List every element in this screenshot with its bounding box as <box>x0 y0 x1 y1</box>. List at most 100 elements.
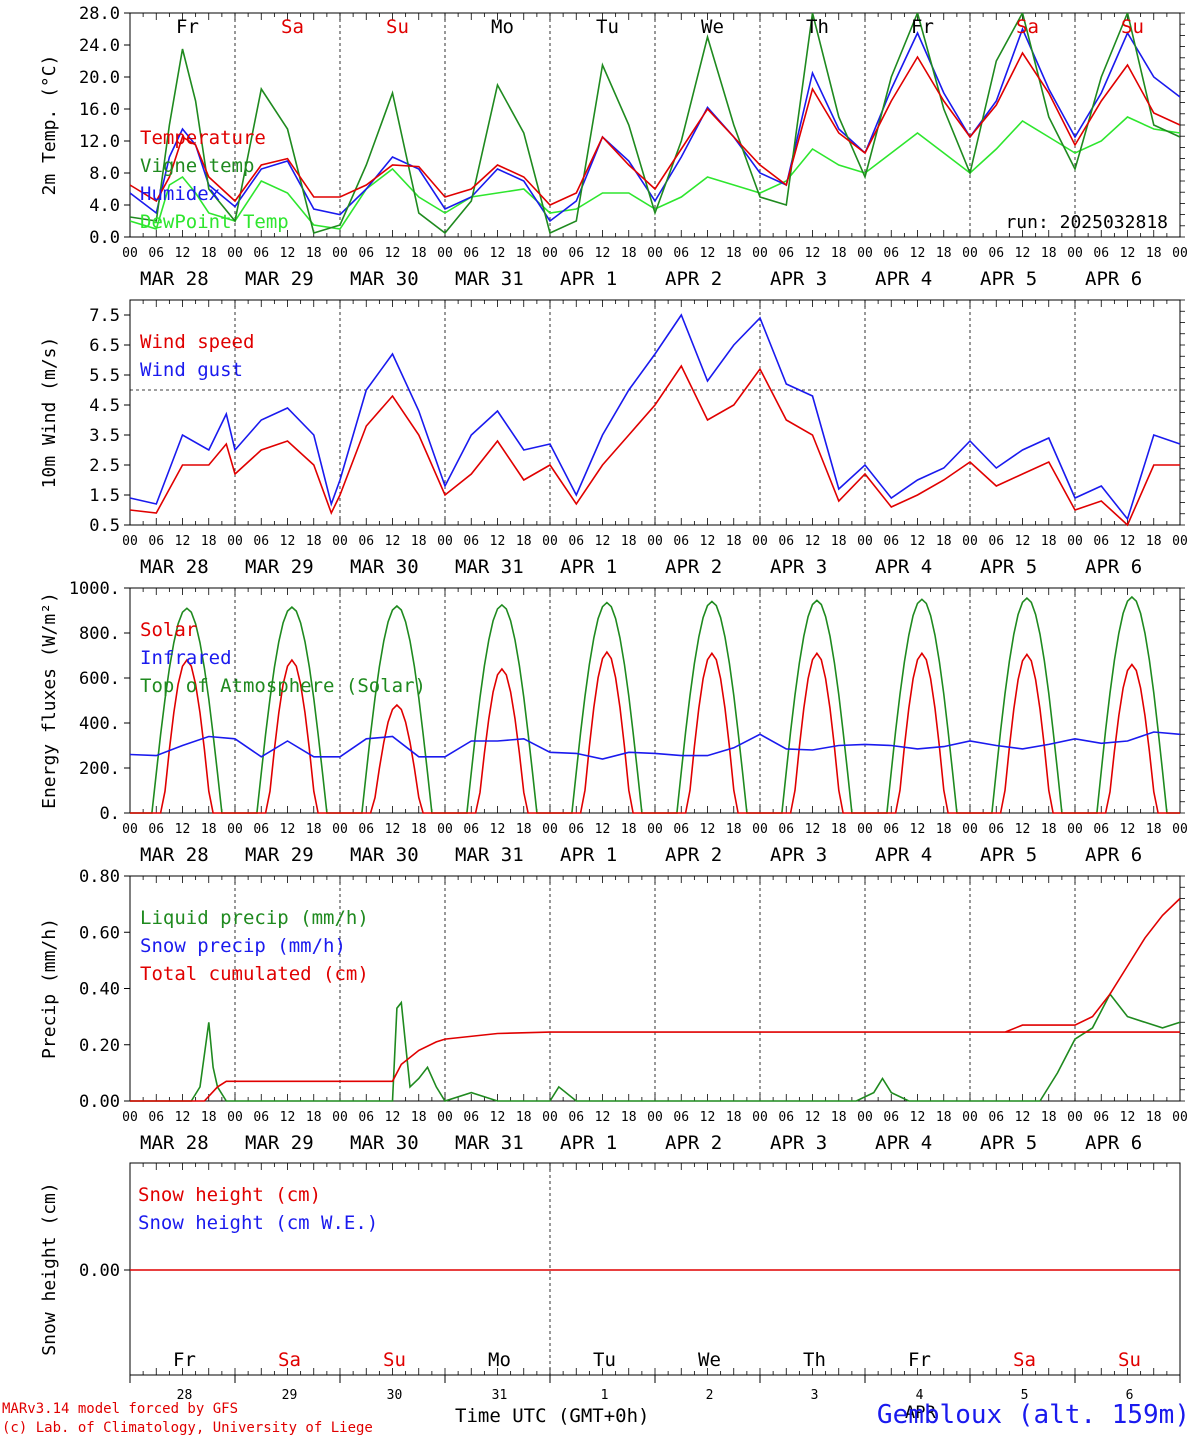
legend-dewpoint-temp: DewPoint Temp <box>140 211 289 233</box>
station-label: Gembloux (alt. 159m) <box>876 1400 1190 1430</box>
date-label: APR 2 <box>665 844 722 866</box>
hour-tick-label: 06 <box>883 822 899 837</box>
y-tick-label: 2.5 <box>89 456 120 476</box>
date-label: APR 4 <box>875 1132 932 1154</box>
hour-tick-label: 00 <box>122 534 138 549</box>
y-tick-label: 400. <box>79 714 120 734</box>
legend-wind-gust: Wind gust <box>140 359 243 381</box>
hour-tick-label: 18 <box>936 822 952 837</box>
series-vigne-temp <box>130 13 1180 235</box>
hour-tick-label: 18 <box>726 822 742 837</box>
date-label: MAR 29 <box>245 556 314 578</box>
hour-tick-label: 00 <box>332 1110 348 1125</box>
y-tick-label: 800. <box>79 624 120 644</box>
hour-tick-label: 18 <box>831 246 847 261</box>
legend-snow-precip-mm-h-: Snow precip (mm/h) <box>140 935 346 957</box>
hour-tick-label: 00 <box>437 822 453 837</box>
hour-tick-label: 06 <box>568 822 584 837</box>
hour-tick-label: 12 <box>910 822 926 837</box>
weekday-label: Tu <box>593 1349 616 1371</box>
hour-tick-label: 12 <box>1015 1110 1031 1125</box>
hour-tick-label: 12 <box>1015 822 1031 837</box>
hour-tick-label: 18 <box>831 534 847 549</box>
hour-tick-label: 18 <box>831 1110 847 1125</box>
date-label: MAR 29 <box>245 268 314 290</box>
date-label: APR 4 <box>875 556 932 578</box>
hour-tick-label: 00 <box>332 246 348 261</box>
date-label: MAR 28 <box>140 844 209 866</box>
hour-tick-label: 00 <box>1172 534 1188 549</box>
date-label: MAR 30 <box>350 556 419 578</box>
hour-tick-label: 00 <box>1067 534 1083 549</box>
date-label: MAR 29 <box>245 1132 314 1154</box>
hour-tick-label: 18 <box>1146 1110 1162 1125</box>
hour-tick-label: 00 <box>542 534 558 549</box>
hour-tick-label: 06 <box>883 534 899 549</box>
hour-tick-label: 00 <box>857 1110 873 1125</box>
date-label: MAR 28 <box>140 268 209 290</box>
y-tick-label: 20.0 <box>79 68 120 88</box>
hour-tick-label: 00 <box>122 246 138 261</box>
hour-tick-label: 06 <box>253 246 269 261</box>
date-label: APR 3 <box>770 556 827 578</box>
hour-tick-label: 00 <box>332 534 348 549</box>
y-tick-label: 0. <box>100 804 120 824</box>
hour-tick-label: 18 <box>306 1110 322 1125</box>
hour-tick-label: 06 <box>568 246 584 261</box>
hour-tick-label: 18 <box>1041 246 1057 261</box>
day-number-label: 6 <box>1126 1388 1134 1403</box>
hour-tick-label: 00 <box>647 534 663 549</box>
hour-tick-label: 12 <box>280 534 296 549</box>
hour-tick-label: 00 <box>1067 1110 1083 1125</box>
y-tick-label: 6.5 <box>89 336 120 356</box>
panel-frame <box>129 12 1181 238</box>
hour-tick-label: 06 <box>148 534 164 549</box>
hour-tick-label: 18 <box>1146 534 1162 549</box>
model-credit: MARv3.14 model forced by GFS <box>2 1401 239 1417</box>
hour-tick-label: 12 <box>595 534 611 549</box>
hour-tick-label: 06 <box>253 1110 269 1125</box>
hour-tick-label: 00 <box>962 822 978 837</box>
hour-tick-label: 00 <box>122 822 138 837</box>
hour-tick-label: 12 <box>175 1110 191 1125</box>
weekday-label: Fr <box>176 16 199 38</box>
weekday-label: We <box>701 16 724 38</box>
series-infrared <box>129 731 1181 760</box>
hour-tick-label: 12 <box>805 534 821 549</box>
weekday-label: Fr <box>908 1349 931 1371</box>
hour-tick-label: 12 <box>700 534 716 549</box>
hour-tick-label: 12 <box>805 1110 821 1125</box>
hour-tick-label: 00 <box>962 534 978 549</box>
hour-tick-label: 18 <box>621 822 637 837</box>
legend-snow-height-cm-w-e-: Snow height (cm W.E.) <box>138 1212 378 1234</box>
hour-tick-label: 06 <box>1093 822 1109 837</box>
weekday-label: Sa <box>1013 1349 1036 1371</box>
hour-tick-label: 12 <box>385 246 401 261</box>
hour-tick-label: 18 <box>516 534 532 549</box>
hour-tick-label: 06 <box>568 534 584 549</box>
weekday-label: Sa <box>281 16 304 38</box>
hour-tick-label: 12 <box>1015 534 1031 549</box>
legend-top-of-atmosphere-solar-: Top of Atmosphere (Solar) <box>140 675 426 697</box>
hour-tick-label: 18 <box>1041 534 1057 549</box>
hour-tick-label: 12 <box>175 822 191 837</box>
hour-tick-label: 00 <box>752 1110 768 1125</box>
hour-tick-label: 18 <box>936 246 952 261</box>
date-label: APR 1 <box>560 556 617 578</box>
date-label: APR 2 <box>665 556 722 578</box>
hour-tick-label: 06 <box>253 822 269 837</box>
hour-tick-label: 12 <box>595 822 611 837</box>
hour-tick-label: 12 <box>1015 246 1031 261</box>
day-number-label: 2 <box>706 1388 714 1403</box>
date-label: APR 2 <box>665 1132 722 1154</box>
legend-humidex: Humidex <box>140 183 220 205</box>
weekday-label: Sa <box>1016 16 1039 38</box>
weekday-label: Su <box>1121 16 1144 38</box>
hour-tick-label: 18 <box>306 246 322 261</box>
hour-tick-label: 00 <box>962 246 978 261</box>
y-tick-label: 0.5 <box>89 516 120 536</box>
day-number-label: 3 <box>811 1388 819 1403</box>
y-tick-label: 0.60 <box>79 923 120 943</box>
hour-tick-label: 18 <box>516 1110 532 1125</box>
day-number-label: 29 <box>282 1388 298 1403</box>
